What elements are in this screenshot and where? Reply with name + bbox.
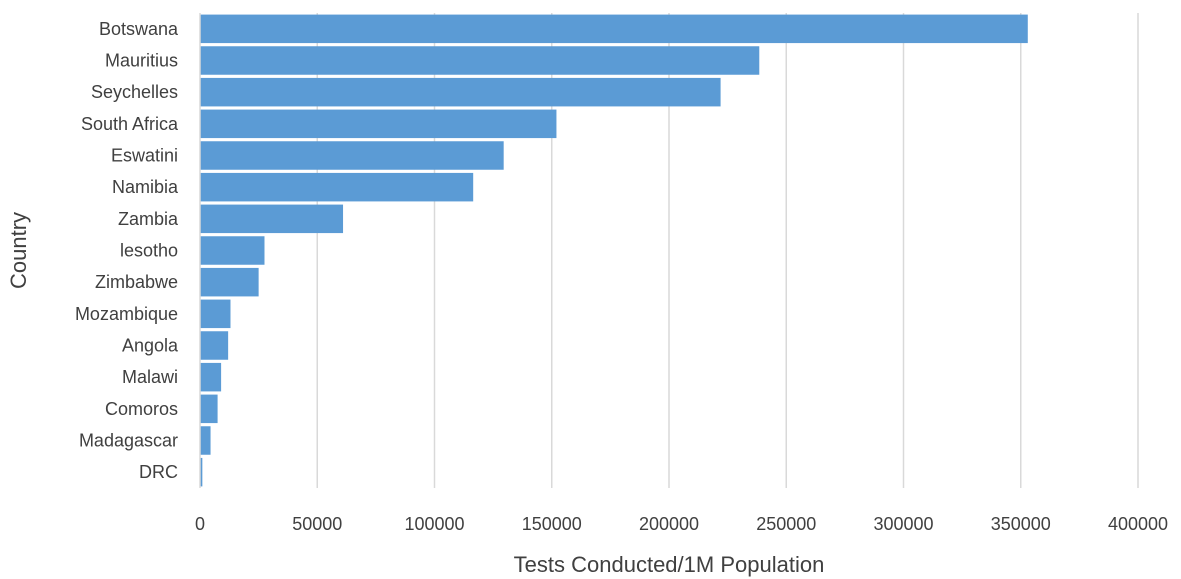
x-tick-label-0: 0	[195, 514, 205, 534]
y-tick-label-mauritius: Mauritius	[105, 51, 178, 71]
y-tick-label-zimbabwe: Zimbabwe	[95, 272, 178, 292]
y-tick-label-malawi: Malawi	[122, 367, 178, 387]
x-tick-label-350000: 350000	[991, 514, 1051, 534]
bar-botswana	[200, 14, 1028, 44]
y-tick-label-namibia: Namibia	[112, 177, 179, 197]
bar-mauritius	[200, 46, 760, 75]
x-tick-label-250000: 250000	[756, 514, 816, 534]
y-tick-label-comoros: Comoros	[105, 399, 178, 419]
x-tick-label-300000: 300000	[873, 514, 933, 534]
y-axis-title: Country	[6, 212, 31, 289]
y-tick-labels: Botswana Mauritius Seychelles South Africa E…	[75, 19, 179, 482]
y-tick-label-angola: Angola	[122, 336, 179, 356]
bar-comoros	[200, 394, 218, 424]
bars	[200, 14, 1028, 487]
bar-zambia	[200, 204, 344, 234]
bar-zimbabwe	[200, 267, 259, 297]
x-axis-title: Tests Conducted/1M Population	[514, 552, 825, 577]
bar-seychelles	[200, 77, 721, 107]
y-tick-label-zambia: Zambia	[118, 209, 179, 229]
y-tick-label-mozambique: Mozambique	[75, 304, 178, 324]
x-tick-label-100000: 100000	[404, 514, 464, 534]
bar-mozambique	[200, 299, 231, 329]
x-tick-label-150000: 150000	[522, 514, 582, 534]
bar-south-africa	[200, 109, 557, 139]
bar-drc	[200, 457, 203, 487]
y-tick-label-drc: DRC	[139, 462, 178, 482]
bar-madagascar	[200, 426, 211, 455]
bar-eswatini	[200, 141, 504, 170]
y-tick-label-lesotho: lesotho	[120, 241, 178, 261]
x-tick-label-50000: 50000	[292, 514, 342, 534]
x-tick-label-200000: 200000	[639, 514, 699, 534]
y-tick-label-south-africa: South Africa	[81, 114, 179, 134]
y-tick-label-eswatini: Eswatini	[111, 146, 178, 166]
bar-lesotho	[200, 236, 265, 265]
y-tick-label-seychelles: Seychelles	[91, 82, 178, 102]
y-tick-label-botswana: Botswana	[99, 19, 179, 39]
bar-namibia	[200, 172, 474, 202]
bar-malawi	[200, 362, 222, 392]
y-tick-label-madagascar: Madagascar	[79, 431, 178, 451]
bar-angola	[200, 331, 229, 360]
x-tick-labels: 0 50000 100000 150000 200000 250000 300000 3500…	[195, 514, 1168, 534]
x-tick-label-400000: 400000	[1108, 514, 1168, 534]
